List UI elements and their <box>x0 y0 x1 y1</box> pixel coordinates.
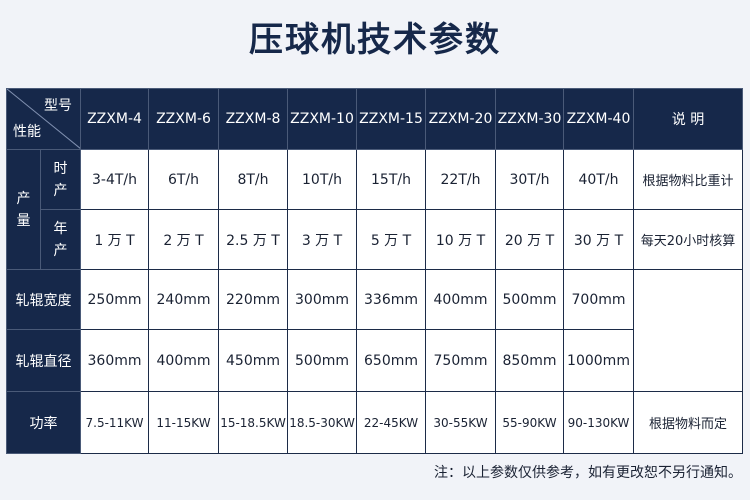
value-cell: 400mm <box>425 269 496 330</box>
value-cell: 5 万 T <box>356 209 426 270</box>
value-cell: 22T/h <box>425 149 496 210</box>
value-cell: 8T/h <box>218 149 288 210</box>
model-header: ZZXM-20 <box>425 88 496 150</box>
value-cell: 360mm <box>80 329 149 392</box>
row-label: 年产 <box>40 209 81 270</box>
value-cell: 11-15KW <box>148 391 219 454</box>
note-header: 说 明 <box>633 88 743 150</box>
value-cell: 450mm <box>218 329 288 392</box>
spec-table: 型号 性能 ZZXM-4 ZZXM-6 ZZXM-8 ZZXM-10 ZZXM-15 ZZ… <box>6 88 743 454</box>
value-cell: 15-18.5KW <box>218 391 288 454</box>
value-cell: 700mm <box>563 269 634 330</box>
note-cell: 每天20小时核算 <box>633 209 743 270</box>
model-header: ZZXM-8 <box>218 88 288 150</box>
value-cell: 20 万 T <box>495 209 564 270</box>
value-cell: 1000mm <box>563 329 634 392</box>
value-cell: 40T/h <box>563 149 634 210</box>
value-cell: 30 万 T <box>563 209 634 270</box>
model-header: ZZXM-10 <box>287 88 357 150</box>
value-cell: 30T/h <box>495 149 564 210</box>
row-label: 功率 <box>6 391 81 454</box>
model-header: ZZXM-4 <box>80 88 149 150</box>
value-cell: 500mm <box>287 329 357 392</box>
value-cell: 220mm <box>218 269 288 330</box>
row-label: 轧辊直径 <box>6 329 81 392</box>
value-cell: 2.5 万 T <box>218 209 288 270</box>
row-label: 时产 <box>40 149 81 210</box>
value-cell: 3-4T/h <box>80 149 149 210</box>
group-label: 产量 <box>6 149 41 270</box>
value-cell: 22-45KW <box>356 391 426 454</box>
corner-top: 型号 <box>44 98 72 114</box>
value-cell: 650mm <box>356 329 426 392</box>
corner-bottom: 性能 <box>13 124 41 140</box>
value-cell: 18.5-30KW <box>287 391 357 454</box>
value-cell: 10 万 T <box>425 209 496 270</box>
value-cell: 3 万 T <box>287 209 357 270</box>
value-cell: 55-90KW <box>495 391 564 454</box>
value-cell: 6T/h <box>148 149 219 210</box>
row: 轧辊直径 360mm 400mm 450mm 500mm 650mm 750mm 850mm 1… <box>6 329 743 392</box>
value-cell: 850mm <box>495 329 564 392</box>
note-cell <box>633 269 743 392</box>
model-header: ZZXM-6 <box>148 88 219 150</box>
note-cell: 根据物料而定 <box>633 391 743 454</box>
value-cell: 750mm <box>425 329 496 392</box>
row: 功率 7.5-11KW 11-15KW 15-18.5KW 18.5-30KW 22-45… <box>6 391 743 454</box>
note-cell: 根据物料比重计 <box>633 149 743 210</box>
diagonal <box>7 89 80 149</box>
model-header: ZZXM-15 <box>356 88 426 150</box>
value-cell: 240mm <box>148 269 219 330</box>
value-cell: 15T/h <box>356 149 426 210</box>
row: 产量 时产 3-4T/h 6T/h 8T/h 10T/h 15T/h 22T/h 30T/h 40… <box>6 149 743 270</box>
value-cell: 2 万 T <box>148 209 219 270</box>
value-cell: 500mm <box>495 269 564 330</box>
title: 压球机技术参数 <box>249 20 501 60</box>
value-cell: 1 万 T <box>80 209 149 270</box>
value-cell: 336mm <box>356 269 426 330</box>
footnote: 注：以上参数仅供参考，如有更改恕不另行通知。 <box>434 465 742 481</box>
value-cell: 7.5-11KW <box>80 391 149 454</box>
value-cell: 300mm <box>287 269 357 330</box>
corner-cell: 型号 性能 <box>6 88 81 150</box>
row-label: 轧辊宽度 <box>6 269 81 330</box>
value-cell: 400mm <box>148 329 219 392</box>
value-cell: 90-130KW <box>563 391 634 454</box>
row: 轧辊宽度 250mm 240mm 220mm 300mm 336mm 400mm 500mm 7… <box>6 269 743 392</box>
value-cell: 30-55KW <box>425 391 496 454</box>
value-cell: 10T/h <box>287 149 357 210</box>
model-header: ZZXM-30 <box>495 88 564 150</box>
model-header: ZZXM-40 <box>563 88 634 150</box>
value-cell: 250mm <box>80 269 149 330</box>
